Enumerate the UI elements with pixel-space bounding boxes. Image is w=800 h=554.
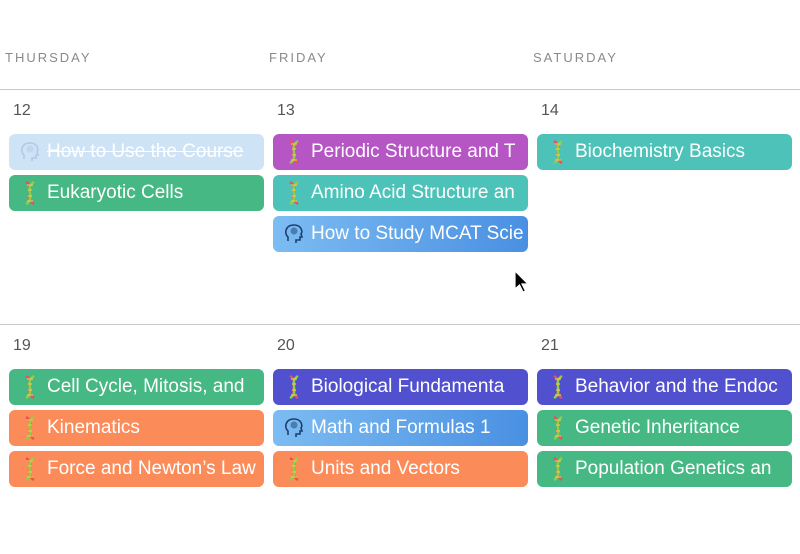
event-title: Eukaryotic Cells [47, 182, 184, 203]
event-chip[interactable]: Population Genetics an [537, 451, 792, 487]
event-chip[interactable]: Genetic Inheritance [537, 410, 792, 446]
brain-icon [283, 222, 305, 246]
dna-icon [19, 180, 41, 206]
event-title: Cell Cycle, Mitosis, and [47, 376, 245, 397]
event-chip[interactable]: Force and Newton’s Law [9, 451, 264, 487]
dna-icon [547, 374, 569, 400]
event-chip[interactable]: Biological Fundamenta [273, 369, 528, 405]
event-chip[interactable]: Biochemistry Basics [537, 134, 792, 170]
dna-icon [19, 374, 41, 400]
day-header: SATURDAY [533, 50, 618, 65]
event-chip[interactable]: Kinematics [9, 410, 264, 446]
date-number[interactable]: 14 [541, 102, 559, 119]
event-title: Kinematics [47, 417, 140, 438]
dna-icon [19, 456, 41, 482]
day-header: FRIDAY [269, 50, 328, 65]
day-header: THURSDAY [5, 50, 92, 65]
event-title: Math and Formulas 1 [311, 417, 491, 438]
event-chip[interactable]: Math and Formulas 1 [273, 410, 528, 446]
brain-icon [19, 140, 41, 164]
event-chip[interactable]: Eukaryotic Cells [9, 175, 264, 211]
date-number[interactable]: 13 [277, 102, 295, 119]
event-title: Behavior and the Endoc [575, 376, 778, 397]
event-title: Biological Fundamenta [311, 376, 505, 397]
dna-icon [283, 180, 305, 206]
event-chip[interactable]: Periodic Structure and T [273, 134, 528, 170]
event-title: How to Use the Course [47, 141, 244, 162]
event-title: How to Study MCAT Scie [311, 223, 524, 244]
event-chip[interactable]: How to Study MCAT Scie [273, 216, 528, 252]
event-chip[interactable]: Behavior and the Endoc [537, 369, 792, 405]
date-number[interactable]: 12 [13, 102, 31, 119]
date-number[interactable]: 19 [13, 337, 31, 354]
dna-icon [547, 456, 569, 482]
dna-icon [283, 374, 305, 400]
brain-icon [283, 416, 305, 440]
event-title: Amino Acid Structure an [311, 182, 515, 203]
event-chip[interactable]: Cell Cycle, Mitosis, and [9, 369, 264, 405]
event-title: Periodic Structure and T [311, 141, 516, 162]
dna-icon [19, 415, 41, 441]
event-title: Genetic Inheritance [575, 417, 740, 438]
event-title: Force and Newton’s Law [47, 458, 256, 479]
dna-icon [283, 456, 305, 482]
date-number[interactable]: 21 [541, 337, 559, 354]
event-chip[interactable]: Units and Vectors [273, 451, 528, 487]
dna-icon [547, 139, 569, 165]
event-chip[interactable]: How to Use the Course [9, 134, 264, 170]
week-divider [0, 89, 800, 90]
event-chip[interactable]: Amino Acid Structure an [273, 175, 528, 211]
event-title: Biochemistry Basics [575, 141, 745, 162]
date-number[interactable]: 20 [277, 337, 295, 354]
event-title: Population Genetics an [575, 458, 772, 479]
dna-icon [547, 415, 569, 441]
week-divider [0, 324, 800, 325]
mouse-cursor-icon [514, 270, 530, 293]
dna-icon [283, 139, 305, 165]
event-title: Units and Vectors [311, 458, 460, 479]
